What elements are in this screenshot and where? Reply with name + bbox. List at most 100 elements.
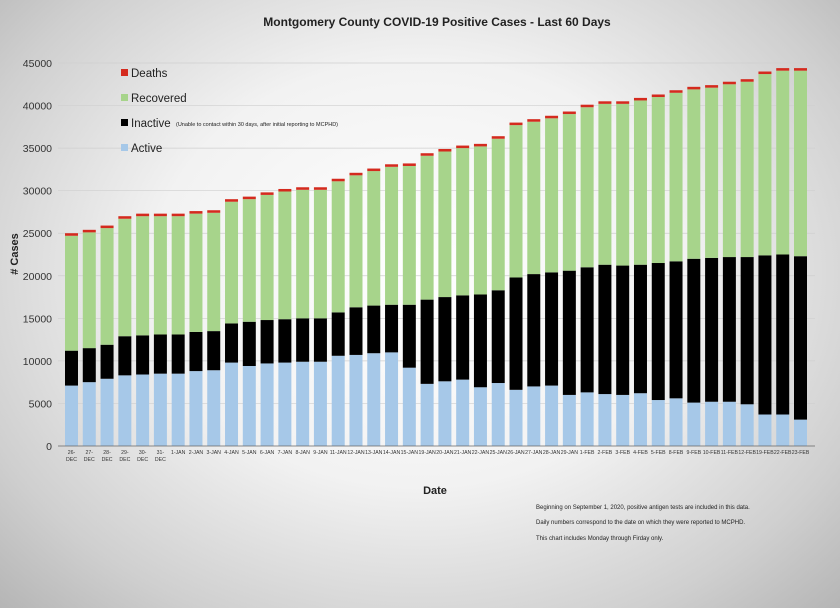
bar-inactive-1-feb [580,267,594,393]
y-tick-label: 40000 [23,101,52,113]
bar-inactive-22-feb [776,254,790,415]
bar-recovered-2-feb [598,103,612,265]
bar-active-14-jan [385,352,399,446]
bar-inactive-8-jan [296,318,310,362]
bar-inactive-6-jan [260,320,274,364]
x-tick-label: 12-JAN [347,450,365,456]
y-tick-label: 25000 [23,228,52,240]
bar-recovered-22-feb [776,70,790,255]
bar-deaths-23-feb [794,68,807,71]
y-tick-label: 45000 [23,58,52,70]
bar-active-5-jan [242,366,256,446]
bar-active-20-jan [438,381,452,446]
x-tick-label: 30-DEC [137,450,148,463]
bar-inactive-4-feb [633,264,647,394]
x-tick-label: 25-JAN [490,450,508,456]
x-tick-label: 6-JAN [260,450,275,456]
bar-active-15-jan [402,367,416,446]
x-tick-label: 31-DEC [155,450,166,463]
bar-recovered-4-jan [225,201,239,324]
bar-inactive-11-jan [331,312,345,356]
bar-deaths-2-feb [598,101,612,104]
x-tick-label: 2-FEB [598,450,613,456]
bar-recovered-31-dec [153,216,167,335]
y-tick-label: 15000 [23,313,52,325]
bar-recovered-1-jan [171,216,185,335]
bar-recovered-20-jan [438,151,452,298]
x-tick-label: 4-JAN [224,450,239,456]
bar-deaths-30-dec [136,213,150,217]
bar-inactive-25-jan [491,290,505,384]
x-tick-label: 22-JAN [472,450,490,456]
bar-inactive-28-jan [545,272,559,386]
bar-deaths-8-feb [669,90,683,93]
legend-swatch-recovered [121,94,128,101]
bar-active-26-jan [509,389,523,446]
bar-active-12-jan [349,354,363,446]
bar-active-9-jan [313,361,327,446]
bar-recovered-3-feb [616,103,630,266]
bar-recovered-15-jan [402,165,416,305]
bar-recovered-13-jan [367,171,381,306]
y-axis-ticks: 0 5000 10000 15000 20000 25000 30000 35000 40000… [23,58,52,453]
bar-recovered-9-feb [687,89,701,259]
x-tick-label: 7-JAN [278,450,293,456]
bar-active-13-jan [367,353,381,446]
x-tick-label: 12-FEB [738,450,756,456]
y-tick-label: 30000 [23,186,52,198]
bar-recovered-27-jan [527,121,541,275]
bar-deaths-12-jan [349,172,363,176]
bar-active-2-jan [189,371,203,446]
bar-deaths-28-dec [100,225,114,229]
bar-active-6-jan [260,363,274,446]
x-tick-label: 23-FEB [792,450,810,456]
bar-recovered-28-dec [100,228,114,345]
x-tick-label: 21-JAN [454,450,472,456]
bar-inactive-11-feb [722,257,736,402]
bar-deaths-14-jan [385,164,399,167]
bar-recovered-8-jan [296,189,310,319]
x-tick-label: 19-FEB [756,450,774,456]
bar-inactive-9-feb [687,258,701,403]
bar-active-31-dec [153,373,167,446]
bar-deaths-29-jan [562,111,576,115]
chart-title: Montgomery County COVID-19 Positive Case… [263,15,611,29]
bar-active-27-dec [82,382,96,446]
bar-deaths-4-jan [225,199,239,202]
bar-deaths-20-jan [438,148,452,152]
bar-recovered-30-dec [136,216,150,336]
bar-active-29-dec [118,375,132,446]
x-tick-label: 29-DEC [119,450,130,463]
bar-deaths-25-jan [491,136,505,139]
bar-recovered-29-dec [118,218,132,337]
bar-deaths-29-dec [118,216,132,219]
bar-recovered-22-jan [473,146,487,295]
bar-inactive-5-jan [242,321,256,366]
bar-recovered-29-jan [562,114,576,271]
x-tick-label: 28-DEC [102,450,113,463]
bar-recovered-2-jan [189,213,203,332]
bar-deaths-1-jan [171,213,185,217]
bar-inactive-7-jan [278,319,292,363]
bar-deaths-21-jan [456,145,470,149]
bar-inactive-22-jan [473,294,487,388]
bar-active-22-feb [776,414,790,446]
bar-deaths-5-jan [242,196,256,200]
bar-inactive-1-jan [171,334,185,374]
bar-active-28-dec [100,378,114,446]
x-tick-label: 3-FEB [615,450,630,456]
bar-deaths-5-feb [651,94,665,98]
bar-recovered-28-jan [545,118,559,273]
bar-active-11-feb [722,401,736,446]
bar-active-4-feb [633,393,647,446]
x-tick-label: 9-FEB [686,450,701,456]
bar-inactive-10-feb [705,257,719,402]
x-tick-label: 11-JAN [330,450,347,456]
x-tick-label: 13-JAN [365,450,383,456]
bar-inactive-9-jan [313,318,327,362]
legend-label-recovered: Recovered [131,93,187,105]
x-axis-ticks: 26-DEC 27-DEC 28-DEC 29-DEC 30-DEC 31-DEC 1-JA… [66,450,810,463]
x-tick-label: 1-JAN [171,450,186,456]
bar-recovered-7-jan [278,191,292,320]
